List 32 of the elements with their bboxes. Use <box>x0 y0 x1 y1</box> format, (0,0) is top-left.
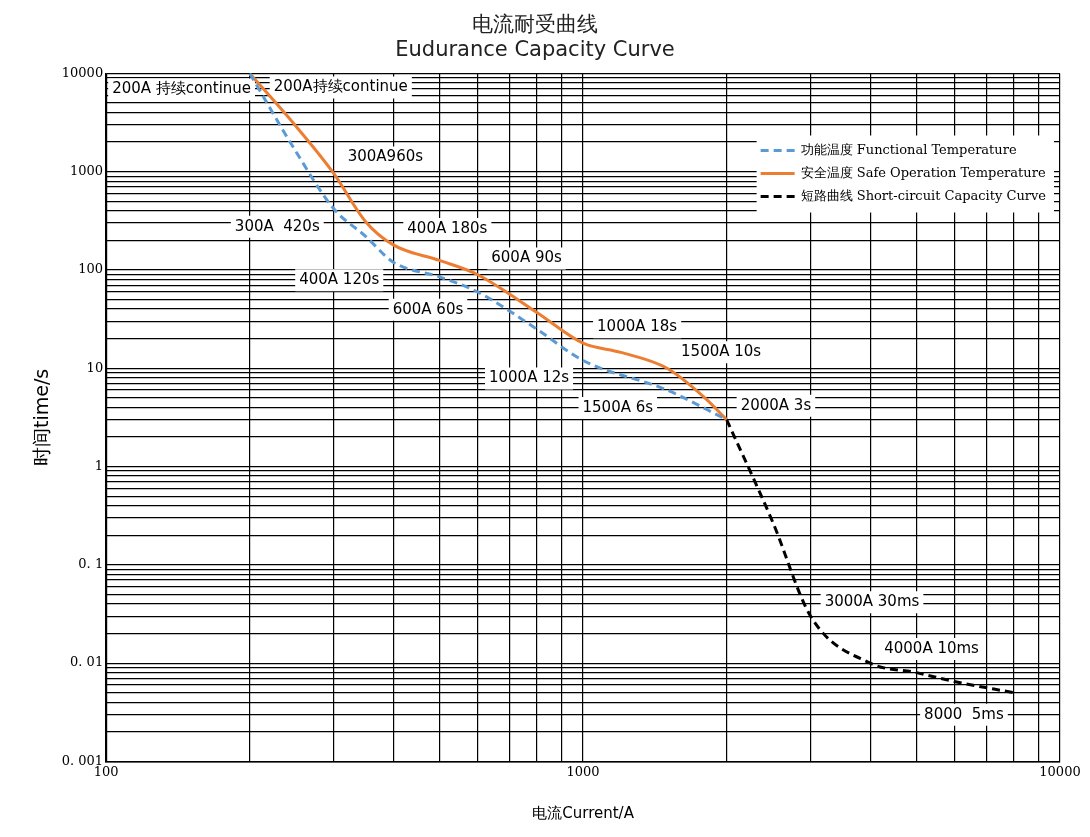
y-tick-label: 0. 1 <box>78 556 104 572</box>
annotation: 1500A 10s <box>681 342 762 361</box>
legend-label: 安全温度 Safe Operation Temperature <box>800 164 1046 180</box>
annotation: 1000A 12s <box>488 368 570 387</box>
y-axis-title: 时间time/s <box>30 368 53 467</box>
annotation: 200A持续continue <box>273 77 408 96</box>
y-tick-label: 1000 <box>70 163 104 179</box>
x-tick-label: 1000 <box>566 763 600 779</box>
annotation: 200A 持续continue <box>112 79 252 98</box>
annotation: 1500A 6s <box>582 397 654 416</box>
annotation: 300A 420s <box>234 216 320 235</box>
annotation: 300A960s <box>347 147 424 166</box>
y-tick-label: 100 <box>78 261 104 277</box>
y-tick-label: 10 <box>86 359 104 375</box>
annotation: 3000A 30ms <box>824 592 920 611</box>
legend-label: 功能温度 Functional Temperature <box>800 141 1017 157</box>
y-tick-label: 1 <box>94 457 104 473</box>
y-tick-label: 10000 <box>61 64 104 80</box>
legend-label: 短路曲线 Short-circuit Capacity Curve <box>800 187 1047 203</box>
annotation: 8000 5ms <box>924 704 1004 723</box>
annotation: 4000A 10ms <box>884 639 980 657</box>
text: 电流耐受曲线 <box>472 12 598 37</box>
x-tick-label: 10000 <box>1039 763 1081 779</box>
annotation: 2000A 3s <box>740 395 812 414</box>
text: Eudurance Capacity Curve <box>395 37 675 62</box>
x-axis-title: 电流Current/A <box>532 803 635 822</box>
y-tick-label: 0. 01 <box>70 654 104 670</box>
annotation: 1000A 18s <box>597 317 678 336</box>
annotation: 600A 90s <box>491 248 563 267</box>
annotation: 600A 60s <box>392 299 464 318</box>
annotation: 400A 120s <box>299 270 380 289</box>
annotation: 400A 180s <box>407 218 488 237</box>
